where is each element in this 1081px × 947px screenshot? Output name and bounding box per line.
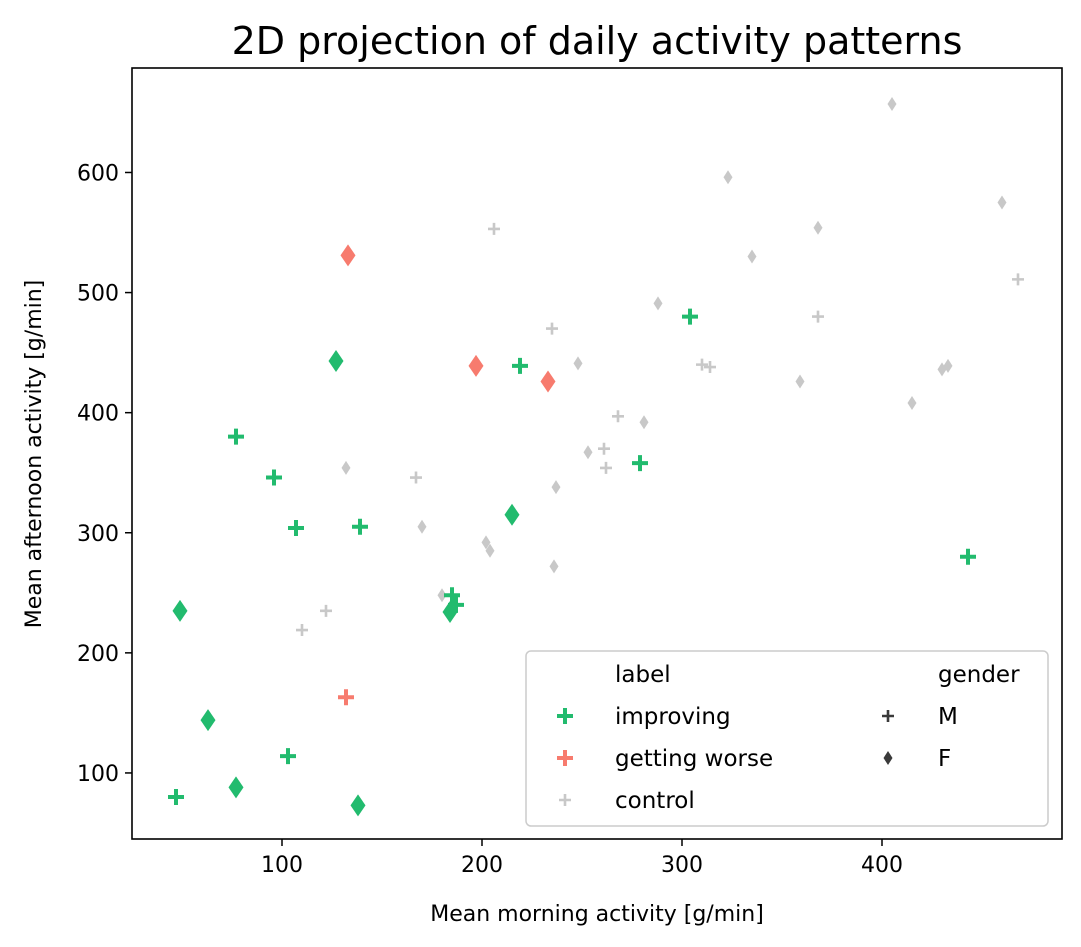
control-M-point — [812, 310, 824, 323]
legend-label-control: control — [615, 788, 695, 814]
improving-M-point — [288, 519, 304, 536]
legend-label-gender-F: F — [938, 746, 951, 772]
control-F-point — [723, 170, 733, 185]
control-M-point — [696, 358, 708, 371]
improving-M-point — [168, 788, 184, 805]
improving-F-point — [200, 709, 216, 732]
x-axis-title: Mean morning activity [g/min] — [430, 902, 764, 927]
control-F-point — [573, 356, 583, 371]
control-M-point — [612, 410, 624, 423]
x-tick-label: 400 — [861, 853, 903, 878]
improving-M-point — [228, 428, 244, 445]
control-M-point — [546, 322, 558, 335]
getting-worse-F-point — [540, 370, 556, 393]
control-F-point — [437, 588, 447, 603]
control-F-point — [887, 97, 897, 112]
improving-M-point — [352, 518, 368, 535]
control-F-point — [485, 543, 495, 558]
control-M-point — [704, 361, 716, 374]
control-M-point — [320, 604, 332, 617]
control-F-point — [997, 195, 1007, 210]
getting-worse-F-point — [340, 244, 356, 267]
y-tick-label: 400 — [77, 402, 119, 427]
control-M-point — [488, 222, 500, 235]
improving-M-point — [632, 455, 648, 472]
improving-F-point — [328, 350, 344, 373]
legend-title-gender: gender — [938, 662, 1020, 688]
legend-marker-gender-F — [883, 751, 893, 765]
legend-marker-improving — [557, 708, 573, 724]
improving-M-point — [960, 548, 976, 565]
improving-M-point — [444, 587, 460, 604]
control-M-point — [598, 442, 610, 455]
plot-frame — [131, 67, 1063, 840]
y-tick-label: 100 — [77, 762, 119, 787]
legend-marker-getting-worse — [557, 750, 573, 766]
control-F-point — [795, 374, 805, 389]
y-axis-title: Mean afternoon activity [g/min] — [22, 280, 47, 629]
x-tick-label: 300 — [661, 853, 703, 878]
legend-frame — [525, 650, 1049, 827]
legend-label-gender-M: M — [938, 704, 958, 730]
control-F-point — [653, 296, 663, 311]
getting-worse-F-point — [468, 354, 484, 377]
y-tick-label: 500 — [77, 282, 119, 307]
control-F-point — [481, 535, 491, 550]
y-tick-label: 300 — [77, 522, 119, 547]
x-tick-label: 200 — [461, 853, 503, 878]
legend-label-improving: improving — [615, 704, 731, 730]
data-points — [168, 97, 1024, 817]
control-F-point — [549, 559, 559, 574]
control-F-point — [747, 249, 757, 264]
improving-M-point — [682, 308, 698, 325]
control-F-point — [417, 519, 427, 534]
improving-M-point — [266, 469, 282, 486]
x-tick-label: 100 — [261, 853, 303, 878]
control-F-point — [943, 358, 953, 373]
control-F-point — [907, 396, 917, 411]
y-tick-label: 200 — [77, 642, 119, 667]
getting-worse-M-point — [338, 689, 354, 706]
control-F-point — [341, 460, 351, 475]
control-M-point — [296, 624, 308, 637]
improving-M-point — [280, 748, 296, 765]
improving-F-point — [504, 503, 520, 526]
improving-F-point — [228, 776, 244, 799]
legend-marker-gender-M — [882, 710, 894, 722]
x-axis: 100 200 300 400 — [261, 839, 903, 878]
control-M-point — [410, 471, 422, 484]
control-F-point — [813, 220, 823, 235]
y-tick-label: 600 — [77, 161, 119, 186]
legend-label-getting-worse: getting worse — [615, 746, 773, 772]
control-F-point — [551, 480, 561, 495]
improving-F-point — [442, 601, 458, 624]
y-axis: 100 200 300 400 500 600 — [77, 161, 132, 787]
chart-title: 2D projection of daily activity patterns — [232, 19, 963, 63]
legend: label gender improving getting worse control… — [525, 650, 1049, 827]
control-M-point — [1012, 273, 1024, 286]
control-F-point — [583, 445, 593, 460]
improving-F-point — [172, 599, 188, 622]
improving-M-point — [512, 357, 528, 374]
improving-F-point — [350, 794, 366, 817]
legend-marker-control — [559, 794, 571, 806]
control-F-point — [639, 415, 649, 430]
control-M-point — [600, 461, 612, 474]
legend-title-label: label — [615, 662, 671, 688]
